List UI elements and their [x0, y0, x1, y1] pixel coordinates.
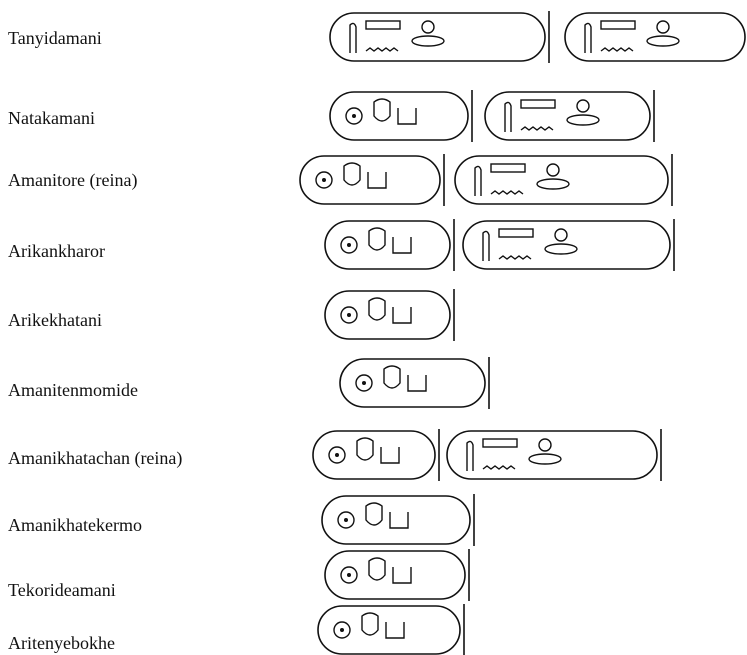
- glyph-reed: [584, 22, 592, 53]
- glyph-sun-dot: [347, 243, 351, 247]
- cartouches: [299, 11, 746, 655]
- glyph-sun: [328, 446, 346, 464]
- cartouche: [484, 91, 651, 141]
- cartouche: [462, 220, 671, 270]
- glyph-sun: [340, 306, 358, 324]
- glyph-water: [520, 126, 554, 131]
- glyph-sun: [333, 621, 351, 639]
- glyph: [368, 557, 386, 581]
- glyph-mouth: [536, 178, 570, 190]
- glyph-sun-dot: [347, 573, 351, 577]
- glyph-mouth: [646, 35, 680, 47]
- glyph-rect: [482, 438, 518, 448]
- glyph-sun-dot: [344, 518, 348, 522]
- glyph-rect: [600, 20, 636, 30]
- glyph-reed: [504, 101, 512, 132]
- glyph: [361, 612, 379, 636]
- glyph-sun: [337, 511, 355, 529]
- glyph-basket: [385, 622, 405, 639]
- cartouche: [321, 495, 471, 545]
- glyph-basket: [392, 237, 412, 254]
- glyph-sun-dot: [322, 178, 326, 182]
- cartouche: [329, 12, 546, 62]
- name-column: Tanyidamani Natakamani Amanitore (reina)…: [8, 28, 182, 653]
- cartouche: [339, 358, 486, 408]
- ruler-name: Tekorideamani: [8, 580, 116, 600]
- glyph-reed: [349, 22, 357, 53]
- glyph-rect: [498, 228, 534, 238]
- glyph: [373, 98, 391, 122]
- glyph-reed: [482, 230, 490, 261]
- glyph-circle: [576, 99, 590, 113]
- glyph-sun-dot: [347, 313, 351, 317]
- glyph-circle: [421, 20, 435, 34]
- ruler-name: Aritenyebokhe: [8, 633, 115, 653]
- glyph-basket: [392, 567, 412, 584]
- cartouche: [454, 155, 669, 205]
- glyph: [356, 437, 374, 461]
- glyph-circle: [546, 163, 560, 177]
- cartouche: [564, 12, 746, 62]
- glyph-rect: [490, 163, 526, 173]
- ruler-name: Arikekhatani: [8, 310, 102, 330]
- cartouche: [446, 430, 658, 480]
- glyph-mouth: [566, 114, 600, 126]
- glyph-sun-dot: [335, 453, 339, 457]
- cartouche: [329, 91, 469, 141]
- glyph-water: [365, 47, 399, 52]
- glyph-reed: [466, 440, 474, 471]
- cartouche: [312, 430, 436, 480]
- glyph-sun-dot: [352, 114, 356, 118]
- glyph-circle: [554, 228, 568, 242]
- glyph-water: [600, 47, 634, 52]
- glyph-basket: [392, 307, 412, 324]
- glyph: [383, 365, 401, 389]
- cartouche: [324, 290, 451, 340]
- glyph-sun: [340, 236, 358, 254]
- glyph-reed: [474, 165, 482, 196]
- glyph-sun: [355, 374, 373, 392]
- ruler-name: Amanikhatekermo: [8, 515, 142, 535]
- glyph-rect: [520, 99, 556, 109]
- glyph-circle: [538, 438, 552, 452]
- ruler-name: Tanyidamani: [8, 28, 102, 48]
- glyph-sun-dot: [362, 381, 366, 385]
- cartouche: [324, 550, 466, 600]
- ruler-name: Arikankharor: [8, 241, 105, 261]
- glyph-basket: [380, 447, 400, 464]
- glyph-mouth: [411, 35, 445, 47]
- glyph-basket: [389, 512, 409, 529]
- ruler-name: Amanitenmomide: [8, 380, 138, 400]
- glyph-basket: [367, 172, 387, 189]
- glyph-circle: [656, 20, 670, 34]
- cartouche: [317, 605, 461, 655]
- glyph-water: [498, 255, 532, 260]
- glyph-water: [482, 465, 516, 470]
- cartouche: [324, 220, 451, 270]
- glyph-water: [490, 190, 524, 195]
- glyph-basket: [407, 375, 427, 392]
- glyph: [365, 502, 383, 526]
- glyph-sun: [340, 566, 358, 584]
- glyph: [368, 227, 386, 251]
- glyph-sun: [345, 107, 363, 125]
- glyph: [343, 162, 361, 186]
- ruler-name: Natakamani: [8, 108, 95, 128]
- glyph-mouth: [544, 243, 578, 255]
- ruler-name: Amanitore (reina): [8, 170, 137, 191]
- glyph-basket: [397, 108, 417, 125]
- glyph-mouth: [528, 453, 562, 465]
- glyph: [368, 297, 386, 321]
- ruler-name: Amanikhatachan (reina): [8, 448, 182, 469]
- glyph-rect: [365, 20, 401, 30]
- glyph-sun: [315, 171, 333, 189]
- cartouche: [299, 155, 441, 205]
- glyph-sun-dot: [340, 628, 344, 632]
